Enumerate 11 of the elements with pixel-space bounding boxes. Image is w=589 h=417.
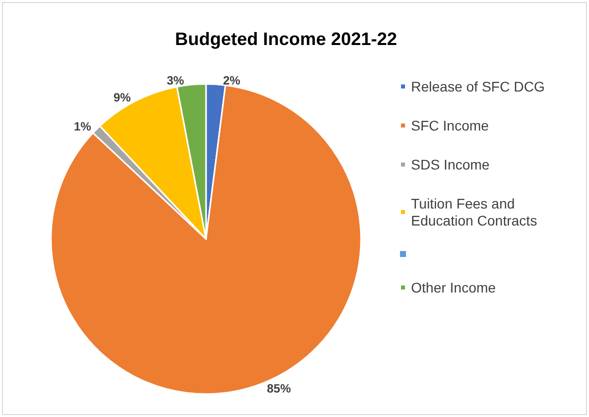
- data-label: 85%: [266, 382, 292, 396]
- chart-title: Budgeted Income 2021-22: [174, 29, 398, 49]
- legend-label: Release of SFC DCG: [411, 78, 545, 94]
- data-label: 2%: [222, 73, 241, 88]
- data-label: 1%: [74, 120, 92, 134]
- legend-label: SFC Income: [411, 118, 490, 134]
- legend-label: SDS Income: [411, 156, 490, 172]
- data-label: 9%: [114, 90, 132, 104]
- data-label: 3%: [166, 74, 184, 88]
- legend-label: Tuition Fees and Education Contracts: [411, 196, 538, 228]
- legend-label: Other Income: [411, 280, 496, 296]
